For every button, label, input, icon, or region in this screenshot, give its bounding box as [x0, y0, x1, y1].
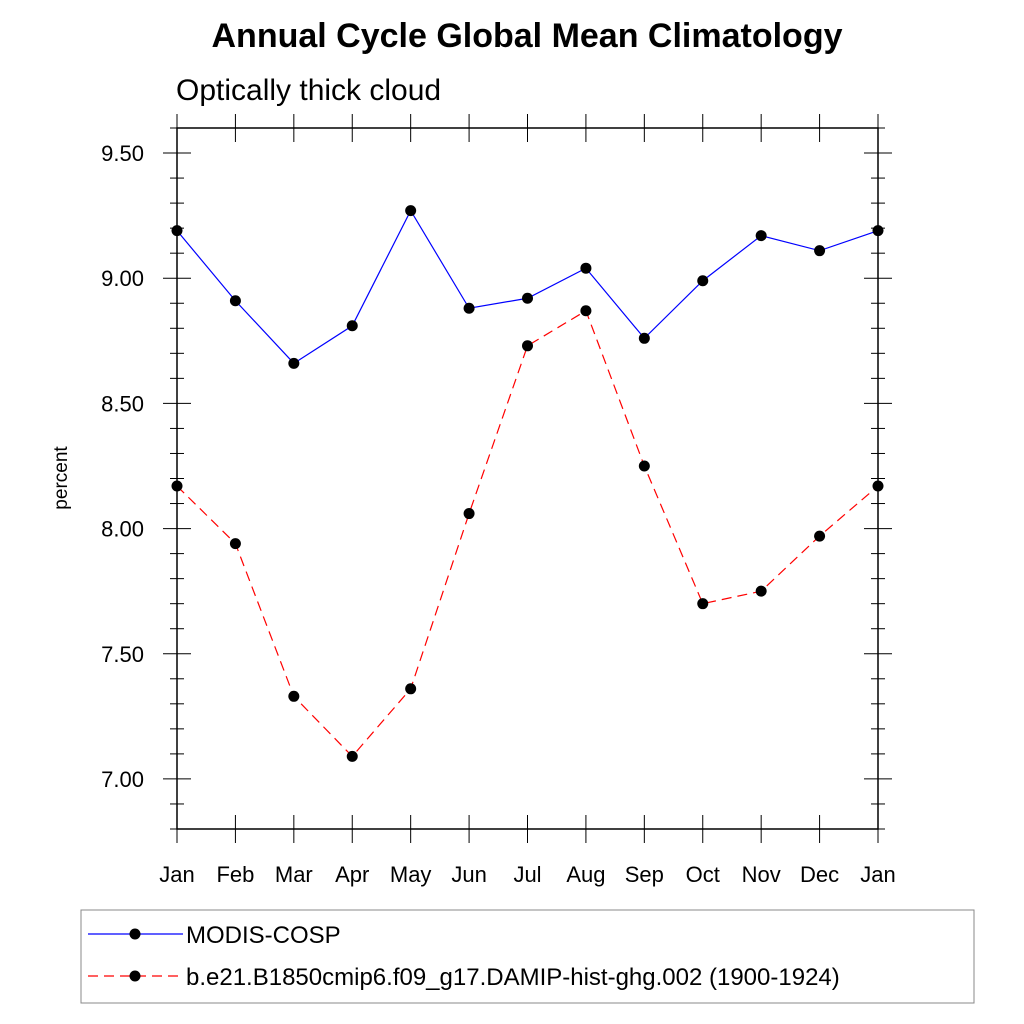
data-point-series-0	[229, 295, 241, 307]
data-point-series-1	[463, 508, 475, 520]
x-tick-label: Dec	[800, 862, 839, 887]
x-tick-label: Mar	[275, 862, 313, 887]
data-point-series-0	[522, 292, 533, 304]
data-point-series-0	[580, 262, 592, 274]
data-point-series-1	[346, 750, 358, 762]
data-point-series-0	[288, 357, 300, 369]
data-point-series-0	[405, 205, 417, 217]
data-point-series-0	[814, 245, 826, 257]
data-point-series-0	[697, 275, 709, 287]
chart-subtitle: Optically thick cloud	[176, 74, 441, 107]
y-tick-label: 9.00	[101, 266, 144, 291]
chart-title: Annual Cycle Global Mean Climatology	[212, 17, 843, 55]
y-tick-label: 7.50	[101, 642, 144, 667]
legend: MODIS-COSP b.e21.B1850cmip6.f09_g17.DAMI…	[80, 909, 975, 1004]
x-tick-label: Sep	[625, 862, 664, 887]
x-tick-label: Jan	[159, 862, 194, 887]
data-point-series-1	[697, 598, 709, 610]
data-point-series-1	[405, 683, 417, 695]
series-layer	[171, 205, 884, 762]
x-tick-label: Oct	[686, 862, 720, 887]
x-tick-label: Feb	[216, 862, 254, 887]
data-point-series-0	[755, 230, 767, 242]
y-axis-label: percent	[51, 446, 72, 510]
data-point-series-0	[638, 332, 650, 344]
data-point-series-1	[522, 340, 533, 352]
data-point-series-0	[463, 302, 475, 314]
y-tick-label: 8.00	[101, 517, 144, 542]
legend-label-modis: MODIS-COSP	[186, 922, 341, 949]
legend-label-model: b.e21.B1850cmip6.f09_g17.DAMIP-hist-ghg.…	[186, 964, 840, 991]
x-tick-label: Aug	[566, 862, 605, 887]
x-tick-label: Jun	[451, 862, 486, 887]
plot-frame	[176, 127, 879, 830]
data-point-series-0	[346, 320, 358, 332]
series-line-1	[176, 309, 879, 758]
data-point-series-1	[638, 460, 650, 472]
x-tick-label: Jul	[513, 862, 541, 887]
y-tick-label: 7.00	[101, 767, 144, 792]
data-point-series-1	[288, 690, 300, 702]
x-tick-label: May	[390, 862, 432, 887]
data-point-series-1	[580, 305, 592, 317]
x-tick-label: Jan	[860, 862, 895, 887]
data-point-series-1	[755, 585, 767, 597]
legend-marker-modis	[129, 928, 141, 940]
y-tick-label: 8.50	[101, 391, 144, 416]
legend-box	[80, 909, 975, 1004]
data-point-series-1	[229, 538, 241, 550]
data-point-series-1	[814, 530, 826, 542]
x-tick-label: Nov	[742, 862, 781, 887]
y-tick-label: 9.50	[101, 141, 144, 166]
x-tick-label: Apr	[335, 862, 369, 887]
legend-marker-model	[129, 970, 141, 982]
axes-layer: Jan Feb Mar Apr May Jun Jul Aug Sep Oct Nov Dec Jan 7…	[101, 114, 896, 887]
